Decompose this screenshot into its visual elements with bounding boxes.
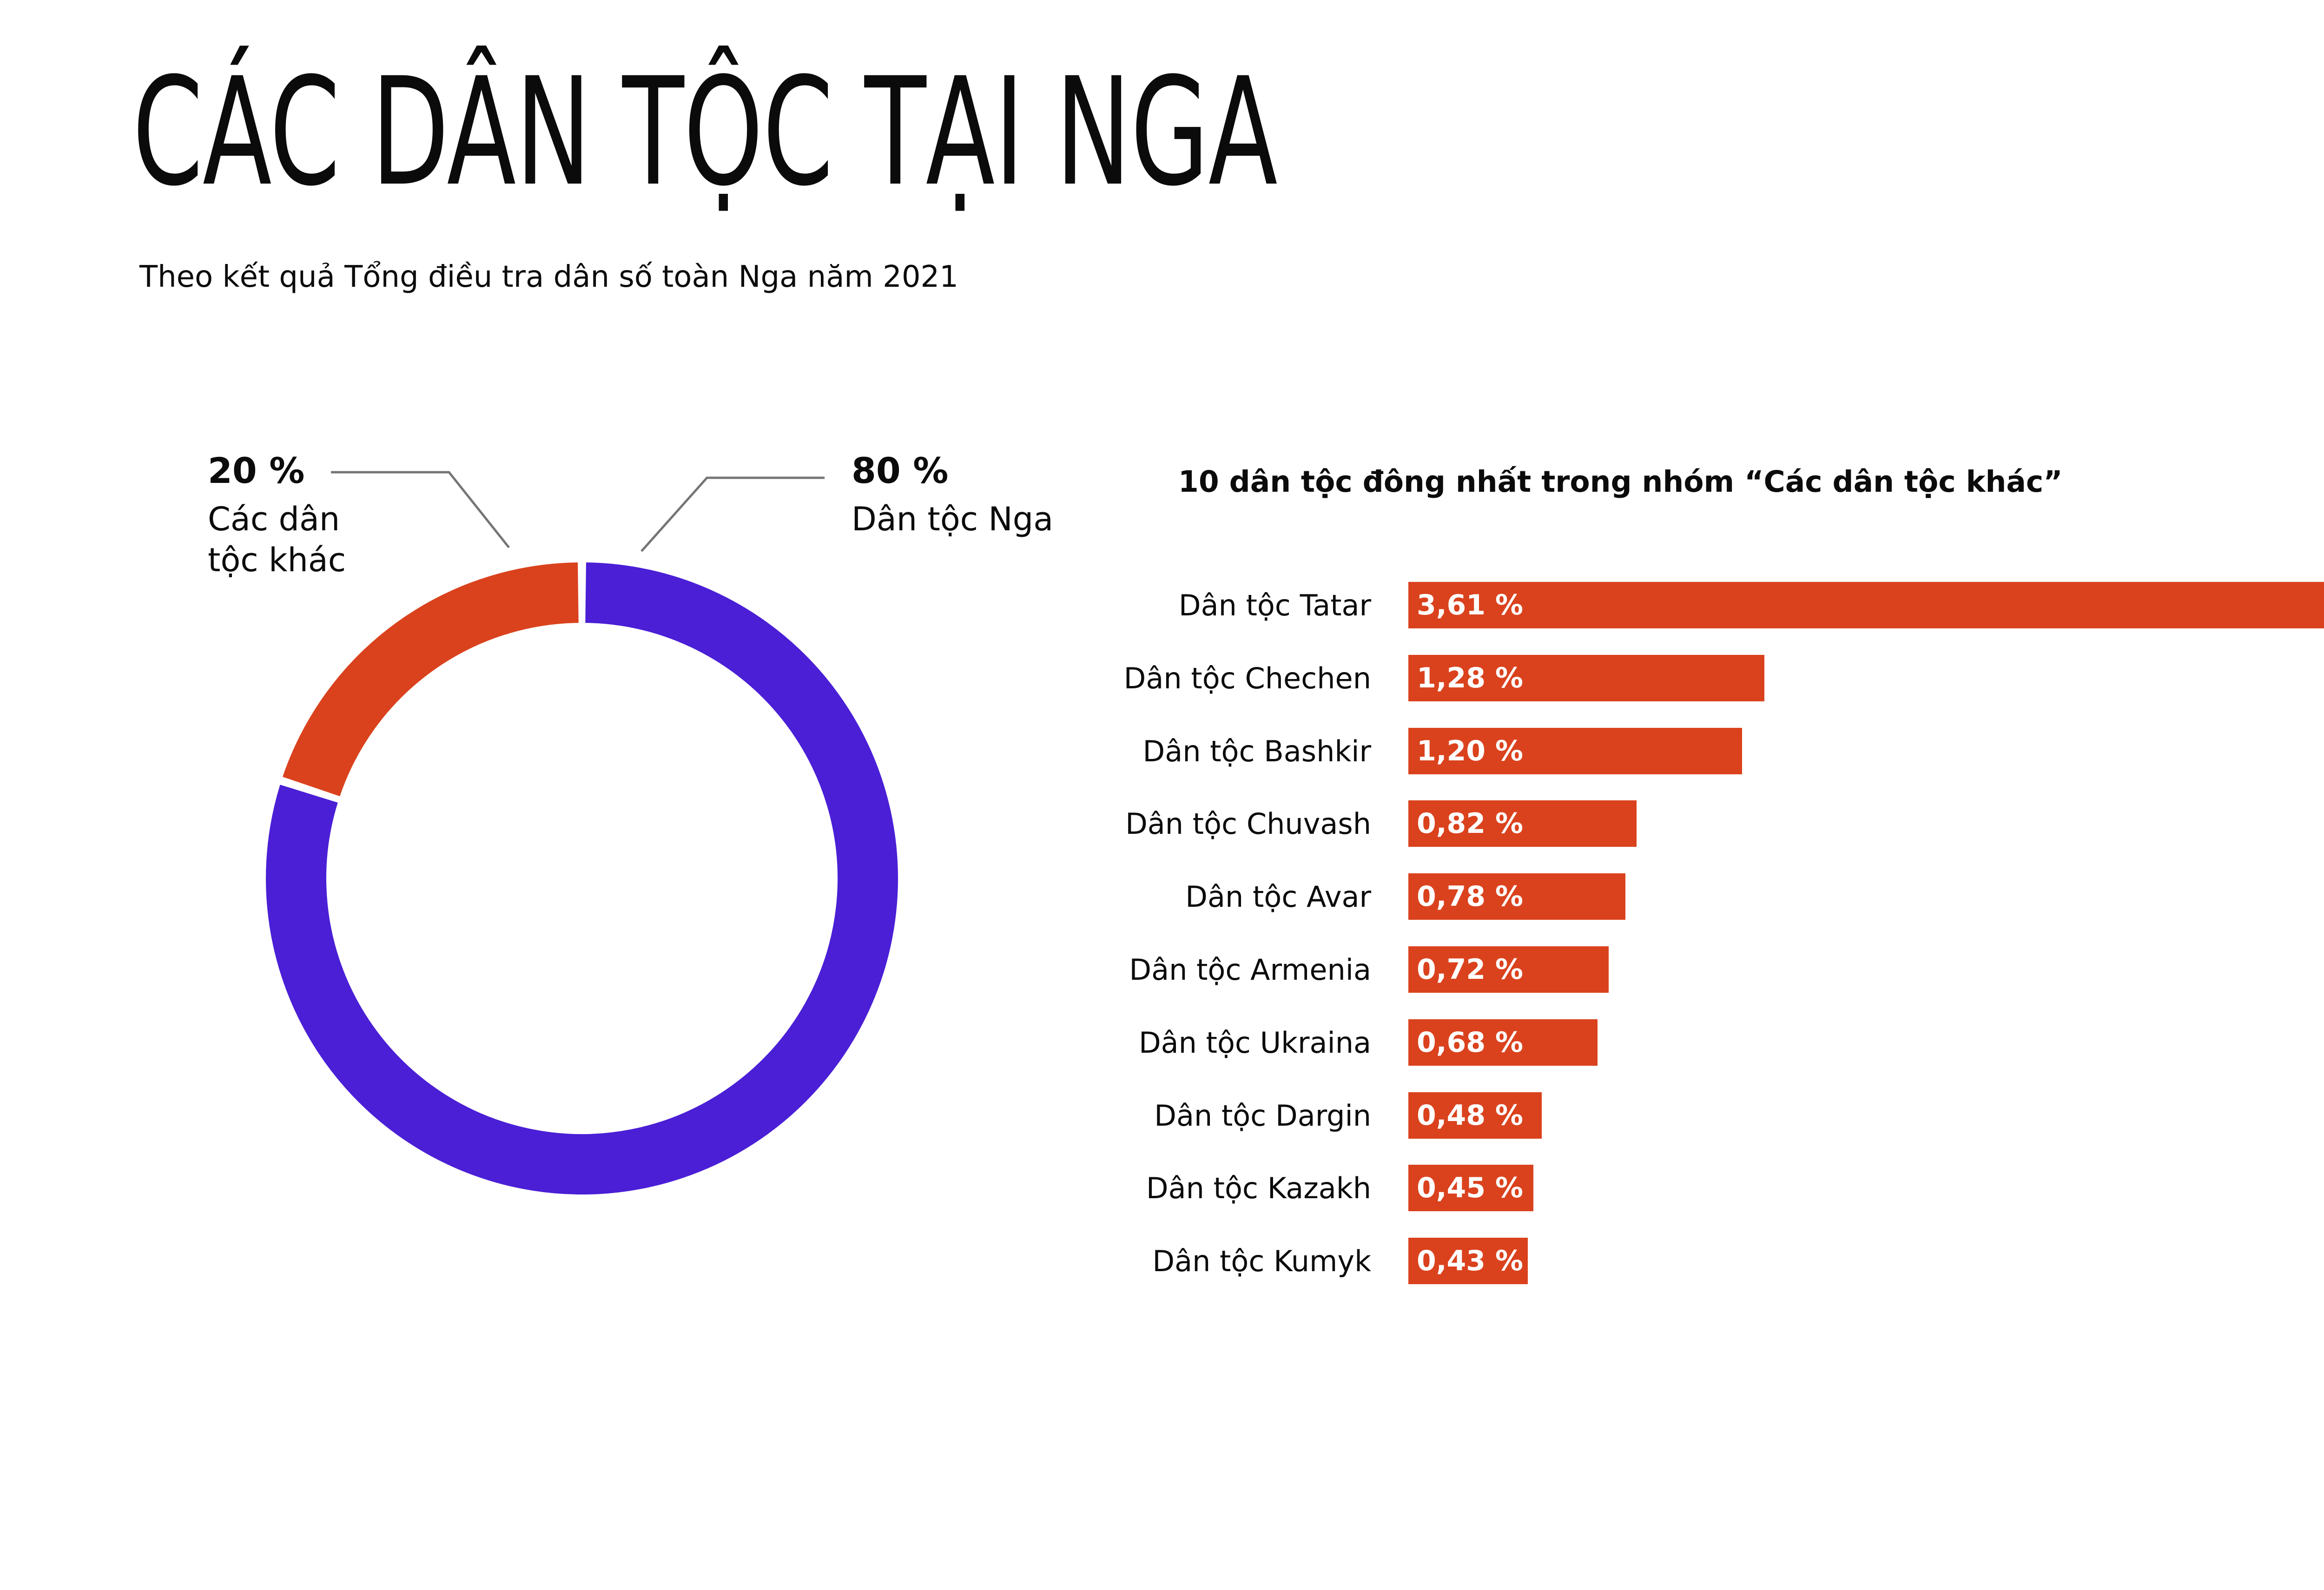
bar-value-label: 0,45 % xyxy=(1417,1172,1524,1204)
bar: 1,28 % xyxy=(1408,655,1764,701)
bar-row: Dân tộc Armenia 0,72 % xyxy=(883,946,2324,993)
bar-chart-title: 10 dân tộc đông nhất trong nhóm “Các dân… xyxy=(1178,465,2063,499)
bar-value-label: 0,43 % xyxy=(1417,1245,1524,1277)
donut-callout-russia: 80 % Dân tộc Nga xyxy=(852,453,1053,540)
bar: 3,61 % xyxy=(1408,582,2324,628)
bar-value-label: 0,68 % xyxy=(1417,1026,1524,1059)
donut-callout-other-label-line2: tộc khác xyxy=(208,541,346,579)
bar: 0,48 % xyxy=(1408,1092,1542,1139)
bar-row: Dân tộc Tatar 3,61 % xyxy=(883,582,2324,628)
bar-row: Dân tộc Dargin 0,48 % xyxy=(883,1092,2324,1139)
donut-callout-russia-label: Dân tộc Nga xyxy=(852,500,1054,538)
bar-row: Dân tộc Kumyk 0,43 % xyxy=(883,1238,2324,1284)
bar-row-label: Dân tộc Ukraina xyxy=(1138,1025,1371,1060)
bar-row-label: Dân tộc Dargin xyxy=(1154,1098,1371,1133)
bar-row-label: Dân tộc Armenia xyxy=(1129,952,1371,987)
page-subtitle: Theo kết quả Tổng điều tra dân số toàn N… xyxy=(139,260,958,294)
bar-row-label: Dân tộc Chechen xyxy=(1123,661,1371,695)
bar-value-label: 0,82 % xyxy=(1417,807,1524,840)
donut-slice-russia xyxy=(266,562,898,1195)
bar-row: Dân tộc Chuvash 0,82 % xyxy=(883,800,2324,847)
bar-value-label: 0,78 % xyxy=(1417,880,1524,913)
donut-slice-other xyxy=(283,562,579,797)
bar-row-label: Dân tộc Bashkir xyxy=(1142,734,1371,768)
bar-row-label: Dân tộc Kazakh xyxy=(1146,1171,1371,1205)
bar-value-label: 0,48 % xyxy=(1417,1099,1524,1132)
bar: 0,68 % xyxy=(1408,1019,1598,1066)
bar: 0,82 % xyxy=(1408,800,1637,847)
donut-callout-other-label-line1: Các dân xyxy=(208,500,340,538)
donut-callout-other-percent: 20 % xyxy=(208,450,305,491)
bar-value-label: 0,72 % xyxy=(1417,953,1524,986)
bar: 0,43 % xyxy=(1408,1238,1528,1284)
bar-row: Dân tộc Ukraina 0,68 % xyxy=(883,1019,2324,1066)
bar-row-label: Dân tộc Chuvash xyxy=(1125,806,1371,841)
bar-row-label: Dân tộc Kumyk xyxy=(1152,1244,1371,1278)
bar-row: Dân tộc Avar 0,78 % xyxy=(883,873,2324,920)
leader-line-russia xyxy=(640,476,825,552)
bar-value-label: 3,61 % xyxy=(1417,589,1524,621)
bar-row: Dân tộc Bashkir 1,20 % xyxy=(883,728,2324,774)
bar: 0,72 % xyxy=(1408,946,1609,993)
bar-row-label: Dân tộc Tatar xyxy=(1178,588,1371,622)
bar-value-label: 1,20 % xyxy=(1417,735,1524,767)
leader-line-other xyxy=(331,471,510,548)
donut-callout-russia-percent: 80 % xyxy=(852,450,949,491)
page-title: CÁC DÂN TỘC TẠI NGA xyxy=(132,46,1278,219)
bar-row: Dân tộc Kazakh 0,45 % xyxy=(883,1165,2324,1211)
bar: 1,20 % xyxy=(1408,728,1742,774)
bar: 0,78 % xyxy=(1408,873,1625,920)
bar: 0,45 % xyxy=(1408,1165,1533,1211)
bar-row-label: Dân tộc Avar xyxy=(1185,879,1371,914)
donut-callout-other: 20 % Các dân tộc khác xyxy=(208,453,346,581)
bar-row: Dân tộc Chechen 1,28 % xyxy=(883,655,2324,701)
bar-value-label: 1,28 % xyxy=(1417,662,1524,694)
